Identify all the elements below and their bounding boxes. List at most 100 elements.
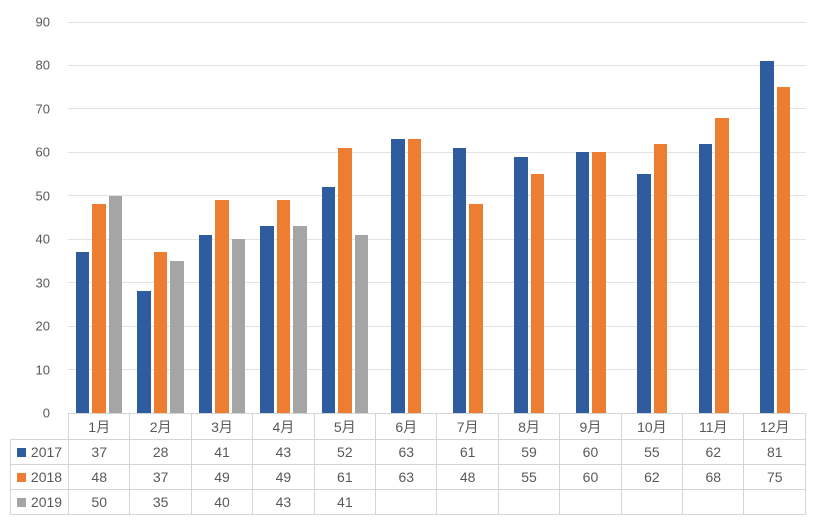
bar-2018-8月 xyxy=(530,174,545,413)
table-cell-2018-2月: 37 xyxy=(129,464,192,490)
table-cell-2018-11月: 68 xyxy=(682,464,745,490)
table-row-2018: 2018 48 37 49 49 61 63 48 55 60 62 68 75 xyxy=(10,464,806,490)
table-cell-2019-12月 xyxy=(743,489,806,515)
table-cell-2019-4月: 43 xyxy=(252,489,315,515)
bar-2018-5月 xyxy=(338,148,352,413)
table-header-2月: 2月 xyxy=(129,413,192,440)
table-header-row: 1月 2月 3月 4月 5月 6月 7月 8月 9月 10月 11月 12月 xyxy=(11,413,806,440)
y-tick-label-60: 60 xyxy=(35,144,50,160)
bar-cluster-4月 xyxy=(253,22,315,413)
table-cell-2018-4月: 49 xyxy=(252,464,315,490)
bar-2017-9月 xyxy=(575,152,590,413)
table-cell-2017-2月: 28 xyxy=(129,439,192,465)
y-tick-label-50: 50 xyxy=(35,188,50,204)
bar-2017-8月 xyxy=(514,156,528,413)
table-cell-2019-7月 xyxy=(436,489,499,515)
bar-cluster-6月 xyxy=(376,22,438,413)
legend-swatch-2019 xyxy=(16,497,26,507)
table-cell-2017-4月: 43 xyxy=(252,439,315,465)
table-cell-2017-12月: 81 xyxy=(743,439,806,465)
legend-cell-2017: 2017 xyxy=(10,439,69,465)
table-cell-2018-1月: 48 xyxy=(67,464,131,490)
table-header-4月: 4月 xyxy=(252,413,315,440)
bar-cluster-3月 xyxy=(191,22,253,413)
bar-2017-6月 xyxy=(391,139,405,413)
bar-2017-3月 xyxy=(198,234,212,413)
table-row-2019: 2019 50 35 40 43 41 xyxy=(10,489,806,515)
table-cell-2018-12月: 75 xyxy=(743,464,806,490)
table-cell-2018-9月: 60 xyxy=(559,464,622,490)
bar-2017-10月 xyxy=(637,174,651,413)
data-table: 1月 2月 3月 4月 5月 6月 7月 8月 9月 10月 11月 12月 2017 37 28 41 43 5… xyxy=(10,413,806,515)
gridline-50 xyxy=(68,195,806,197)
table-header-3月: 3月 xyxy=(190,413,254,440)
table-cell-2017-3月: 41 xyxy=(190,439,254,465)
table-cell-2018-6月: 63 xyxy=(375,464,438,490)
gridline-20 xyxy=(68,325,806,327)
bar-2018-9月 xyxy=(592,152,606,413)
table-cell-2019-1月: 50 xyxy=(67,489,131,515)
bar-2018-3月 xyxy=(215,200,229,413)
bar-cluster-9月 xyxy=(560,22,622,413)
y-tick-label-20: 20 xyxy=(35,318,50,334)
gridline-90 xyxy=(68,21,806,23)
y-tick-label-40: 40 xyxy=(35,231,50,247)
table-cell-2019-9月 xyxy=(559,489,622,515)
gridline-10 xyxy=(68,369,806,371)
bar-2018-6月 xyxy=(407,139,422,413)
table-header-1月: 1月 xyxy=(67,413,131,440)
bar-2018-2月 xyxy=(153,252,167,413)
table-cell-2017-8月: 59 xyxy=(497,439,561,465)
table-cell-2019-3月: 40 xyxy=(190,489,254,515)
table-cell-2018-3月: 49 xyxy=(190,464,254,490)
bar-2017-11月 xyxy=(698,143,713,413)
legend-label-2019: 2019 xyxy=(30,494,63,510)
bar-2017-4月 xyxy=(260,226,274,413)
table-row-2017: 2017 37 28 41 43 52 63 61 59 60 55 62 81 xyxy=(10,439,806,465)
gridline-40 xyxy=(68,238,806,240)
bar-2018-1月 xyxy=(92,204,106,413)
table-cell-2017-11月: 62 xyxy=(682,439,745,465)
table-cell-2018-8月: 55 xyxy=(497,464,561,490)
bar-2019-3月 xyxy=(231,239,245,413)
bar-2018-4月 xyxy=(276,200,290,413)
legend-cell-2018: 2018 xyxy=(10,464,69,490)
bar-2018-10月 xyxy=(653,143,668,413)
table-cell-2017-7月: 61 xyxy=(436,439,499,465)
bar-2018-11月 xyxy=(715,117,729,413)
y-tick-label-0: 0 xyxy=(42,405,50,421)
bar-cluster-2月 xyxy=(130,22,192,413)
legend-cell-2019: 2019 xyxy=(10,489,69,515)
bar-cluster-10月 xyxy=(622,22,684,413)
legend-swatch-2017 xyxy=(16,447,26,457)
y-tick-label-70: 70 xyxy=(35,101,50,117)
table-cell-2017-6月: 63 xyxy=(375,439,438,465)
table-header-9月: 9月 xyxy=(559,413,622,440)
gridline-60 xyxy=(68,151,806,153)
bar-2017-2月 xyxy=(137,291,151,413)
gridline-80 xyxy=(68,64,806,66)
table-cell-2018-7月: 48 xyxy=(436,464,499,490)
table-header-7月: 7月 xyxy=(436,413,499,440)
bar-2019-4月 xyxy=(293,226,307,413)
bar-2017-5月 xyxy=(321,187,335,413)
table-header-8月: 8月 xyxy=(497,413,561,440)
legend-swatch-2018 xyxy=(16,472,26,482)
gridline-70 xyxy=(68,108,806,110)
bar-2019-1月 xyxy=(108,195,122,413)
bar-2019-2月 xyxy=(170,260,184,413)
table-cell-2017-9月: 60 xyxy=(559,439,622,465)
y-tick-label-90: 90 xyxy=(35,14,50,30)
table-cell-2019-10月 xyxy=(620,489,684,515)
table-cell-2018-5月: 61 xyxy=(313,464,377,490)
legend-label-2018: 2018 xyxy=(30,469,63,485)
bar-cluster-7月 xyxy=(437,22,499,413)
table-header-6月: 6月 xyxy=(375,413,438,440)
y-tick-label-80: 80 xyxy=(35,57,50,73)
table-cell-2017-10月: 55 xyxy=(620,439,684,465)
bar-2017-12月 xyxy=(760,61,774,413)
table-header-12月: 12月 xyxy=(743,413,806,440)
table-corner-cell xyxy=(11,414,69,440)
table-header-5月: 5月 xyxy=(313,413,377,440)
bar-cluster-12月 xyxy=(745,22,807,413)
